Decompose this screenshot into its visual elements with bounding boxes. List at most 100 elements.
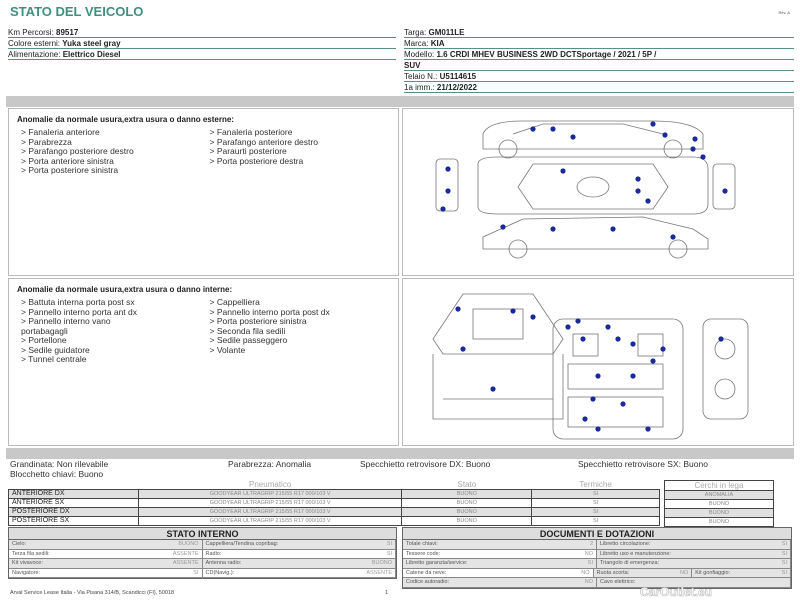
damage-marker bbox=[490, 386, 496, 392]
damage-marker bbox=[650, 358, 656, 364]
field-value: NO bbox=[680, 569, 689, 576]
damage-item: portabagagli bbox=[21, 325, 68, 336]
damage-marker bbox=[580, 336, 586, 342]
damage-item: > Sedile passeggero bbox=[209, 335, 288, 345]
damage-item: > Seconda fila sedili bbox=[209, 325, 286, 336]
section-cell: CD(Navig.): ASSENTE bbox=[203, 568, 396, 577]
vehicle-info-left: Km Percorsi: 89517 Colore esterni: Yuka s… bbox=[8, 27, 396, 60]
documenti-title: DOCUMENTI E DOTAZIONI bbox=[403, 528, 791, 540]
stato-interno-title: STATO INTERNO bbox=[9, 528, 396, 540]
damage-marker bbox=[550, 226, 556, 232]
cerchi-row: BUONO bbox=[664, 499, 774, 509]
damage-marker bbox=[722, 188, 728, 194]
info-row: Alimentazione: Elettrico Diesel bbox=[8, 49, 396, 60]
field-value: SI bbox=[781, 569, 787, 576]
damage-item: > Pannello interno porta post dx bbox=[209, 306, 330, 317]
tyres-table: Pneumatico Stato Termiche ANTERIORE DX GOOD… bbox=[8, 480, 660, 526]
internal-col-2: > Cappelliera > Pannello interno porta po… bbox=[209, 297, 399, 365]
damage-marker bbox=[700, 154, 706, 160]
tyre-stato: BUONO bbox=[401, 498, 533, 508]
damage-marker bbox=[575, 318, 581, 324]
info-label: Telaio N.: bbox=[404, 72, 438, 81]
section-row: Totale chiavi: 2 Libretto circolazione: SI bbox=[403, 540, 791, 550]
damage-marker bbox=[500, 224, 506, 230]
damage-marker bbox=[645, 426, 651, 432]
section-cell: Catene da neve: NO bbox=[403, 568, 594, 577]
page-title: STATO DEL VEICOLO bbox=[10, 4, 144, 19]
field-label: CD(Navig.): bbox=[205, 569, 235, 576]
info-label: Modello: bbox=[404, 50, 435, 59]
damage-marker bbox=[445, 166, 451, 172]
section-cell: Terza fila sedili: ASSENTE bbox=[9, 549, 203, 558]
col-termiche: Termiche bbox=[531, 480, 660, 490]
footer-address: Arval Service Lease Italia - Via Pisana … bbox=[10, 590, 175, 596]
car-exterior-diagram bbox=[435, 120, 736, 259]
field-label: Totale chiavi: bbox=[406, 541, 438, 547]
field-label: Codice autoradio: bbox=[406, 579, 450, 585]
tyre-pos: POSTERIORE DX bbox=[8, 507, 139, 517]
info-value: Yuka steel gray bbox=[62, 39, 121, 48]
damage-item: > Porta anteriore sinistra bbox=[21, 155, 114, 166]
field-label: Libretto garanzia/service: bbox=[406, 560, 468, 566]
section-cell: Antenna radio: BUONO bbox=[202, 559, 396, 568]
damage-marker bbox=[692, 136, 698, 142]
field-value: SI bbox=[781, 560, 787, 566]
internal-car-diagram bbox=[402, 278, 794, 446]
damage-marker bbox=[510, 308, 516, 314]
info-value: 1.6 CRDI MHEV BUSINESS 2WD DCTSportage /… bbox=[436, 50, 657, 59]
col-stato: Stato bbox=[401, 480, 532, 490]
damage-marker bbox=[620, 401, 626, 407]
section-cell: Libretto garanzia/service: SI bbox=[403, 559, 597, 568]
section-cell: Cavo elettrico: bbox=[597, 578, 791, 587]
tyre-pos: ANTERIORE DX bbox=[8, 489, 139, 499]
revision: Rev. A bbox=[778, 10, 791, 15]
cerchi-value: ANOMALIA bbox=[664, 490, 774, 500]
info-row: Modello: 1.6 CRDI MHEV BUSINESS 2WD DCTS… bbox=[404, 49, 794, 60]
external-col-2: > Fanaleria posteriore > Parafango anteri… bbox=[210, 127, 399, 176]
field-value: BUONO bbox=[371, 560, 392, 566]
info-label: 1a imm.: bbox=[404, 83, 435, 92]
field-value: ASSENTE bbox=[172, 560, 199, 566]
specchietto-sx: Specchietto retrovisore SX: Buono bbox=[578, 459, 708, 469]
damage-marker bbox=[530, 126, 536, 132]
section-cell: Totale chiavi: 2 bbox=[403, 540, 597, 549]
section-cell: Radio: SI bbox=[203, 549, 396, 558]
tyre-tyre: GOODYEAR ULTRAGRIP 215/55 R17 000/103 V bbox=[137, 507, 403, 517]
info-row: Km Percorsi: 89517 bbox=[8, 27, 396, 38]
damage-item: > Portellone bbox=[21, 335, 67, 345]
info-value: 21/12/2022 bbox=[436, 83, 477, 92]
field-value: SI bbox=[781, 541, 787, 547]
info-value: 89517 bbox=[56, 28, 79, 37]
section-row: Navigatore: SI CD(Navig.): ASSENTE bbox=[9, 568, 396, 578]
watermark-logo: CarOutlet.eu bbox=[640, 585, 713, 599]
tyre-termiche: SI bbox=[531, 489, 660, 499]
tyre-tyre: GOODYEAR ULTRAGRIP 215/55 R17 000/103 V bbox=[137, 516, 403, 526]
field-value: NO bbox=[581, 569, 590, 576]
info-label: Targa: bbox=[404, 28, 427, 37]
damage-marker bbox=[630, 373, 636, 379]
field-label: Terza fila sedili: bbox=[12, 550, 50, 557]
internal-heading: Anomalie da normale usura,extra usura o … bbox=[17, 285, 233, 294]
tyre-termiche: SI bbox=[531, 516, 660, 526]
external-car-diagram bbox=[402, 108, 794, 276]
field-value: BUONO bbox=[178, 541, 199, 547]
tyre-pos: ANTERIORE SX bbox=[8, 498, 139, 508]
info-row: SUV bbox=[404, 60, 794, 71]
section-cell: Navigatore: SI bbox=[9, 568, 203, 577]
damage-item: > Porta posteriore sinistra bbox=[21, 165, 119, 175]
info-label: Km Percorsi: bbox=[8, 28, 54, 37]
damage-item: > Battuta interna porta post sx bbox=[21, 297, 135, 307]
info-value: Elettrico Diesel bbox=[62, 50, 121, 59]
external-damage-list: Anomalie da normale usura,extra usura o … bbox=[8, 108, 399, 276]
field-value: ASSENTE bbox=[366, 569, 392, 576]
damage-item: > Pannello interno porta ant dx bbox=[21, 306, 138, 317]
damage-marker bbox=[650, 121, 656, 127]
section-row: Codice autoradio: NO Cavo elettrico: bbox=[403, 578, 791, 588]
tyre-termiche: SI bbox=[531, 507, 660, 517]
damage-marker bbox=[670, 234, 676, 240]
field-label: Libretto circolazione: bbox=[600, 541, 651, 547]
damage-item: > Tunnel centrale bbox=[21, 354, 87, 364]
damage-marker bbox=[440, 206, 446, 212]
field-value: SI bbox=[587, 560, 593, 566]
damage-marker bbox=[455, 306, 461, 312]
